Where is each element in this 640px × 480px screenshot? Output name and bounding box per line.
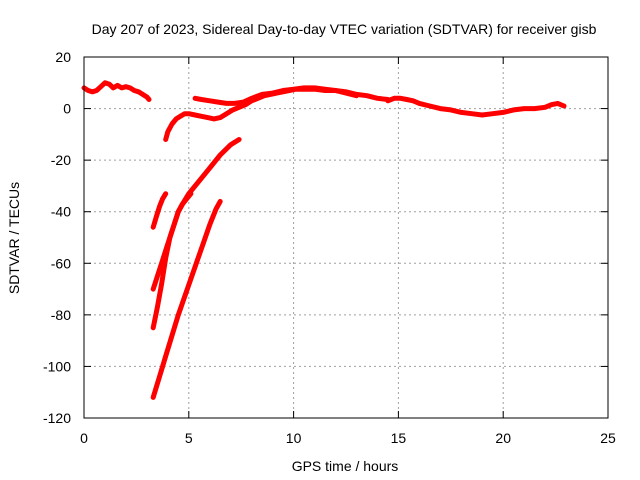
series-line-arc-4 <box>385 95 567 118</box>
y-tick-labels: -120 -100 -80 -60 -40 -20 0 20 <box>43 49 71 426</box>
gridlines <box>84 57 608 418</box>
y-tick-label: -80 <box>51 307 71 323</box>
series-line-arc-7 <box>150 191 194 331</box>
x-tick-label: 0 <box>80 430 88 446</box>
y-tick-label: -120 <box>43 410 71 426</box>
data-series <box>81 80 567 400</box>
y-axis-label: SDTVAR / TECUs <box>6 182 22 294</box>
y-tick-label: -60 <box>51 255 71 271</box>
y-tick-label: -20 <box>51 152 71 168</box>
chart-title: Day 207 of 2023, Sidereal Day-to-day VTE… <box>92 21 597 37</box>
series-line-arc-5 <box>150 191 169 230</box>
x-tick-label: 5 <box>185 430 193 446</box>
y-tick-label: -40 <box>51 204 71 220</box>
y-tick-label: 20 <box>55 49 71 65</box>
series-line-arc-3 <box>192 85 359 106</box>
x-axis-label: GPS time / hours <box>292 458 399 474</box>
series-line-arc-8 <box>150 198 223 400</box>
x-tick-label: 10 <box>286 430 302 446</box>
x-tick-label: 25 <box>600 430 616 446</box>
x-tick-label: 20 <box>495 430 511 446</box>
x-tick-label: 15 <box>391 430 407 446</box>
x-tick-labels: 0 5 10 15 20 25 <box>80 430 616 446</box>
tick-marks <box>83 56 609 419</box>
y-tick-label: -100 <box>43 358 71 374</box>
plot-frame <box>83 56 609 419</box>
series-line-arc-1 <box>81 80 152 102</box>
y-tick-label: 0 <box>63 101 71 117</box>
